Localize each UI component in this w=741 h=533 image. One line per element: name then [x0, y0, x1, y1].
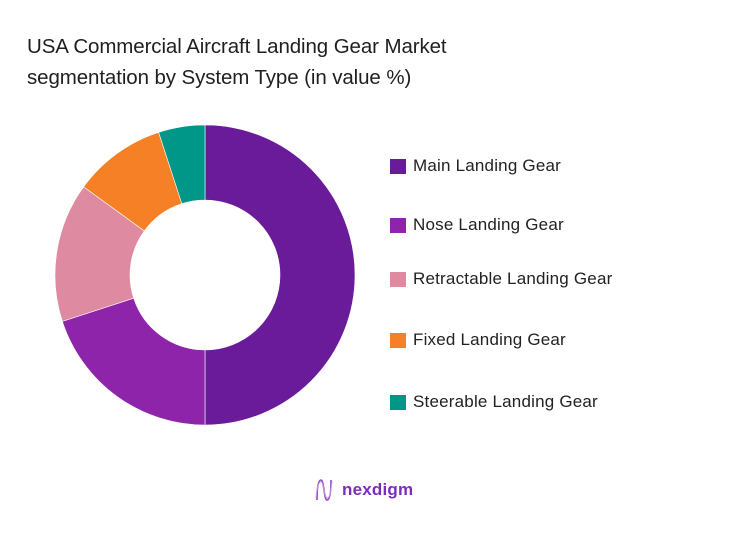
chart-title-line-1: USA Commercial Aircraft Landing Gear Mar… [27, 35, 447, 58]
chart-title-line-2: segmentation by System Type (in value %) [27, 66, 412, 89]
nexdigm-wave-icon [315, 479, 333, 501]
legend-item: Nose Landing Gear [390, 215, 564, 235]
chart-title: USA Commercial Aircraft Landing Gear Mar… [27, 31, 447, 93]
donut-slice-nose-landing-gear [61, 297, 206, 426]
legend-swatch [390, 394, 406, 410]
legend-swatch [390, 217, 406, 233]
legend-swatch [390, 271, 406, 287]
legend-item: Main Landing Gear [390, 156, 561, 176]
legend-swatch [390, 332, 406, 348]
legend-item: Steerable Landing Gear [390, 392, 598, 412]
legend-item: Fixed Landing Gear [390, 330, 566, 350]
logo-text: nexdigm [342, 480, 414, 499]
legend-swatch [390, 158, 406, 174]
legend-label: Nose Landing Gear [413, 215, 564, 234]
legend-label: Fixed Landing Gear [413, 330, 566, 349]
legend-label: Steerable Landing Gear [413, 392, 598, 411]
donut-slice-main-landing-gear [204, 124, 356, 426]
legend-label: Main Landing Gear [413, 156, 561, 175]
legend-item: Retractable Landing Gear [390, 269, 612, 289]
nexdigm-logo: nexdigm [314, 478, 413, 502]
legend-label: Retractable Landing Gear [413, 269, 613, 288]
donut-slice-steerable-landing-gear [158, 124, 206, 205]
